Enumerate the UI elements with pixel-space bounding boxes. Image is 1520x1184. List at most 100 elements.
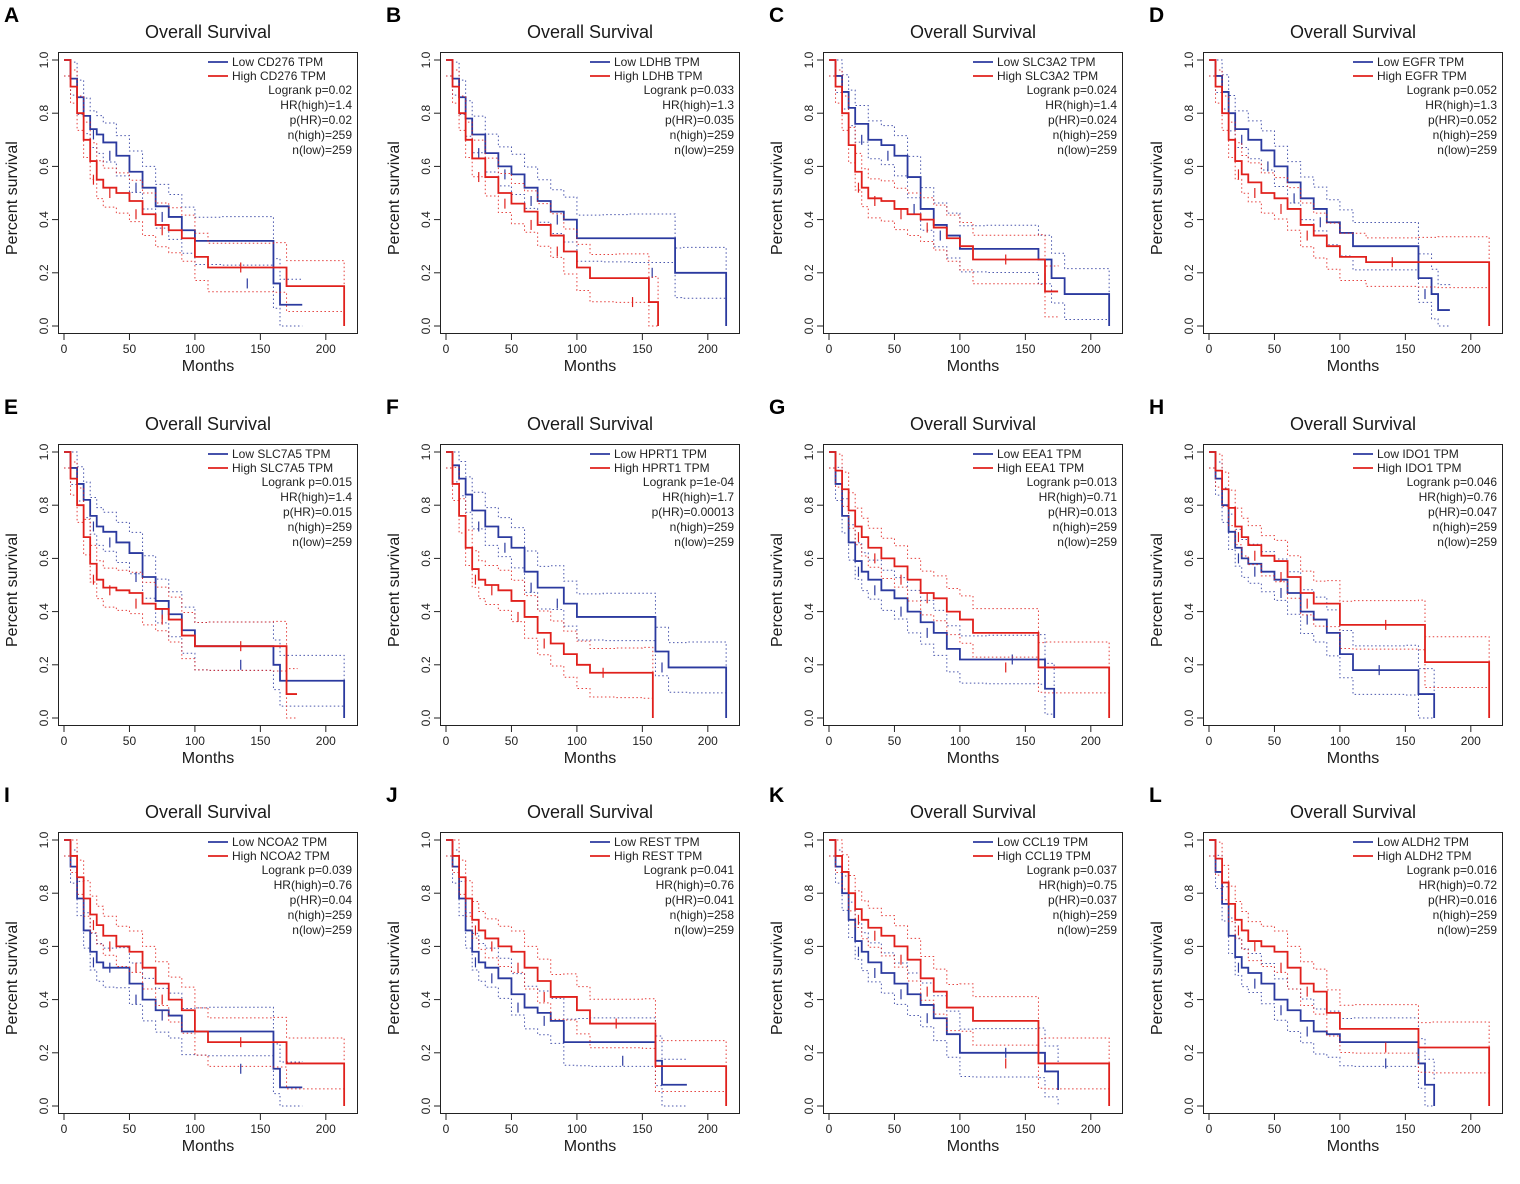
stat-line: n(high)=259 — [670, 520, 735, 534]
km-svg: 0 50 100 150 200 0.0 0.2 0.4 0.6 0.8 1.0 Low CCL19 … — [802, 831, 1118, 1136]
km-svg: 0 50 100 150 200 0.0 0.2 0.4 0.6 0.8 1.0 Low CD276 … — [37, 51, 352, 356]
stat-line: n(low)=259 — [292, 923, 352, 937]
survival-curve-high — [64, 451, 298, 695]
y-tick-label: 0.8 — [419, 105, 433, 122]
y-tick-label: 0.2 — [802, 264, 816, 281]
stat-line: p(HR)=0.04 — [290, 893, 353, 907]
x-tick-label: 150 — [632, 734, 652, 748]
stat-line: Logrank p=0.013 — [1027, 475, 1118, 489]
stat-line: n(low)=259 — [292, 143, 352, 157]
survival-curve-low — [829, 451, 1056, 718]
stat-line: Logrank p=0.016 — [1407, 863, 1498, 877]
chart-title: Overall Survival — [1289, 802, 1417, 822]
survival-curve-low — [64, 839, 303, 1089]
survival-curve-low — [1209, 839, 1436, 1106]
y-tick-label: 1.0 — [1182, 831, 1196, 848]
chart-panel-g: G Overall Survival Percent survival Months 0… — [765, 392, 1140, 784]
chart-panel-e: E Overall Survival Percent survival Months 0… — [0, 392, 375, 784]
stat-line: Logrank p=0.037 — [1027, 863, 1118, 877]
x-tick-label: 200 — [1461, 1122, 1481, 1136]
y-tick-label: 0.6 — [419, 158, 433, 175]
panel-letter: E — [4, 396, 19, 419]
survival-curve-low — [446, 839, 687, 1086]
y-tick-label: 0.0 — [802, 317, 816, 334]
km-svg: 0 50 100 150 200 0.0 0.2 0.4 0.6 0.8 1.0 Low EEA1 T… — [802, 443, 1118, 748]
y-tick-label: 0.0 — [802, 709, 816, 726]
y-tick-label: 0.4 — [1182, 603, 1196, 620]
stat-line: n(low)=259 — [674, 923, 734, 937]
x-axis-label: Months — [563, 1138, 617, 1155]
legend-label: High IDO1 TPM — [1377, 461, 1461, 475]
y-tick-label: 0.8 — [1182, 105, 1196, 122]
x-tick-label: 50 — [1268, 734, 1282, 748]
survival-curve-low — [1209, 451, 1436, 718]
stat-line: n(high)=259 — [1053, 908, 1118, 922]
y-tick-label: 1.0 — [37, 51, 51, 68]
ci-upper-line — [64, 59, 303, 280]
x-tick-label: 50 — [1268, 1122, 1282, 1136]
y-tick-label: 0.4 — [1182, 211, 1196, 228]
y-tick-label: 0.8 — [37, 885, 51, 902]
y-tick-label: 0.0 — [37, 1097, 51, 1114]
stat-line: n(low)=259 — [1057, 923, 1117, 937]
x-tick-label: 100 — [950, 734, 970, 748]
ci-upper-line — [1209, 59, 1451, 286]
x-tick-label: 0 — [826, 342, 833, 356]
x-tick-label: 100 — [185, 342, 205, 356]
y-tick-label: 0.2 — [37, 656, 51, 673]
panel-letter: F — [386, 396, 399, 419]
km-svg: 0 50 100 150 200 0.0 0.2 0.4 0.6 0.8 1.0 Low ALDH2 … — [1182, 831, 1498, 1136]
ci-lower-line — [1209, 467, 1490, 718]
y-tick-label: 0.6 — [37, 938, 51, 955]
stat-line: HR(high)=1.7 — [662, 490, 734, 504]
ci-lower-line — [446, 855, 687, 1107]
x-tick-label: 50 — [505, 1122, 519, 1136]
stat-line: Logrank p=0.024 — [1027, 83, 1118, 97]
y-tick-label: 0.2 — [802, 656, 816, 673]
legend-label: Low HPRT1 TPM — [614, 447, 707, 461]
y-tick-label: 0.6 — [419, 550, 433, 567]
plot-area — [1203, 832, 1503, 1114]
x-tick-label: 200 — [316, 734, 336, 748]
km-svg: 0 50 100 150 200 0.0 0.2 0.4 0.6 0.8 1.0 Low NCOA2 … — [37, 831, 353, 1136]
y-tick-label: 0.4 — [37, 991, 51, 1008]
y-tick-label: 0.8 — [1182, 885, 1196, 902]
chart-title: Overall Survival — [144, 22, 272, 42]
stat-line: p(HR)=0.052 — [1428, 113, 1497, 127]
legend-label: High CCL19 TPM — [997, 849, 1091, 863]
stat-line: Logrank p=0.052 — [1407, 83, 1498, 97]
x-axis-label: Months — [946, 750, 1000, 767]
survival-curve-high — [1209, 839, 1491, 1106]
ci-lower-line — [446, 855, 727, 1106]
chart-panel-j: J Overall Survival Percent survival Months 0… — [382, 780, 757, 1172]
x-axis-label: Months — [1326, 1138, 1380, 1155]
y-tick-label: 0.0 — [1182, 317, 1196, 334]
x-tick-label: 150 — [1015, 342, 1035, 356]
chart-title: Overall Survival — [1289, 414, 1417, 434]
x-tick-label: 0 — [61, 1122, 68, 1136]
x-tick-label: 100 — [950, 1122, 970, 1136]
x-tick-label: 150 — [1395, 734, 1415, 748]
survival-curve-high — [829, 59, 1059, 293]
legend-label: High LDHB TPM — [614, 69, 702, 83]
stat-line: Logrank p=1e-04 — [643, 475, 734, 489]
ci-lower-line — [64, 855, 345, 1106]
ci-lower-line — [64, 855, 303, 1107]
plot-area — [58, 832, 358, 1114]
x-tick-label: 100 — [1330, 734, 1350, 748]
stat-line: HR(high)=0.72 — [1419, 878, 1498, 892]
y-tick-label: 0.6 — [1182, 158, 1196, 175]
x-tick-label: 100 — [567, 1122, 587, 1136]
y-tick-label: 0.6 — [37, 550, 51, 567]
x-tick-label: 150 — [250, 1122, 270, 1136]
y-tick-label: 0.2 — [37, 1044, 51, 1061]
plot-area — [823, 832, 1123, 1114]
x-tick-label: 50 — [1268, 342, 1282, 356]
panel-letter: K — [769, 784, 785, 807]
x-tick-label: 0 — [1206, 734, 1213, 748]
y-tick-label: 0.0 — [37, 709, 51, 726]
y-tick-label: 0.4 — [37, 211, 51, 228]
panel-letter: A — [4, 4, 20, 27]
panel-letter: C — [769, 4, 785, 27]
chart-panel-b: B Overall Survival Percent survival Months 0… — [382, 0, 757, 392]
